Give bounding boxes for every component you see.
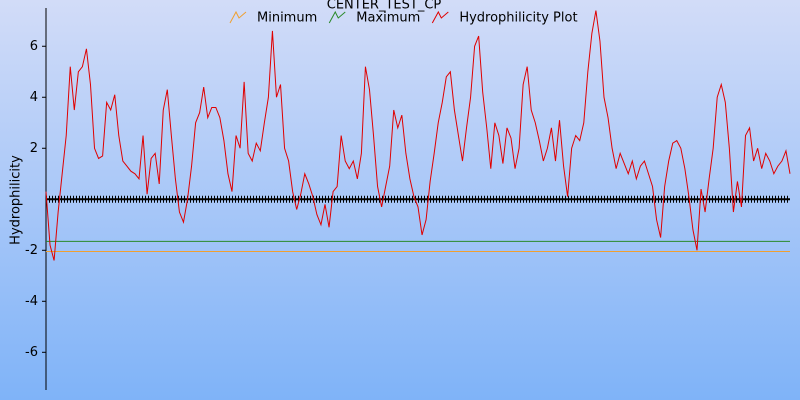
legend-label: Minimum xyxy=(257,11,317,26)
y-axis-label: Hydrophilicity xyxy=(9,155,24,245)
chart-title: CENTER_TEST_CP xyxy=(327,0,442,13)
legend-label: Hydrophilicity Plot xyxy=(459,11,577,26)
legend-icon xyxy=(328,10,346,24)
y-tick-label: 6 xyxy=(30,39,38,54)
legend-label: Maximum xyxy=(356,11,420,26)
y-tick-label: 2 xyxy=(30,141,38,156)
legend-icon xyxy=(431,10,449,24)
data-line xyxy=(45,10,791,261)
y-tick-label: 4 xyxy=(30,90,38,105)
y-tick-label: -2 xyxy=(25,243,38,258)
y-tick-label: -4 xyxy=(25,294,38,309)
legend-icon xyxy=(229,10,247,24)
y-tick-label: -6 xyxy=(25,345,38,360)
